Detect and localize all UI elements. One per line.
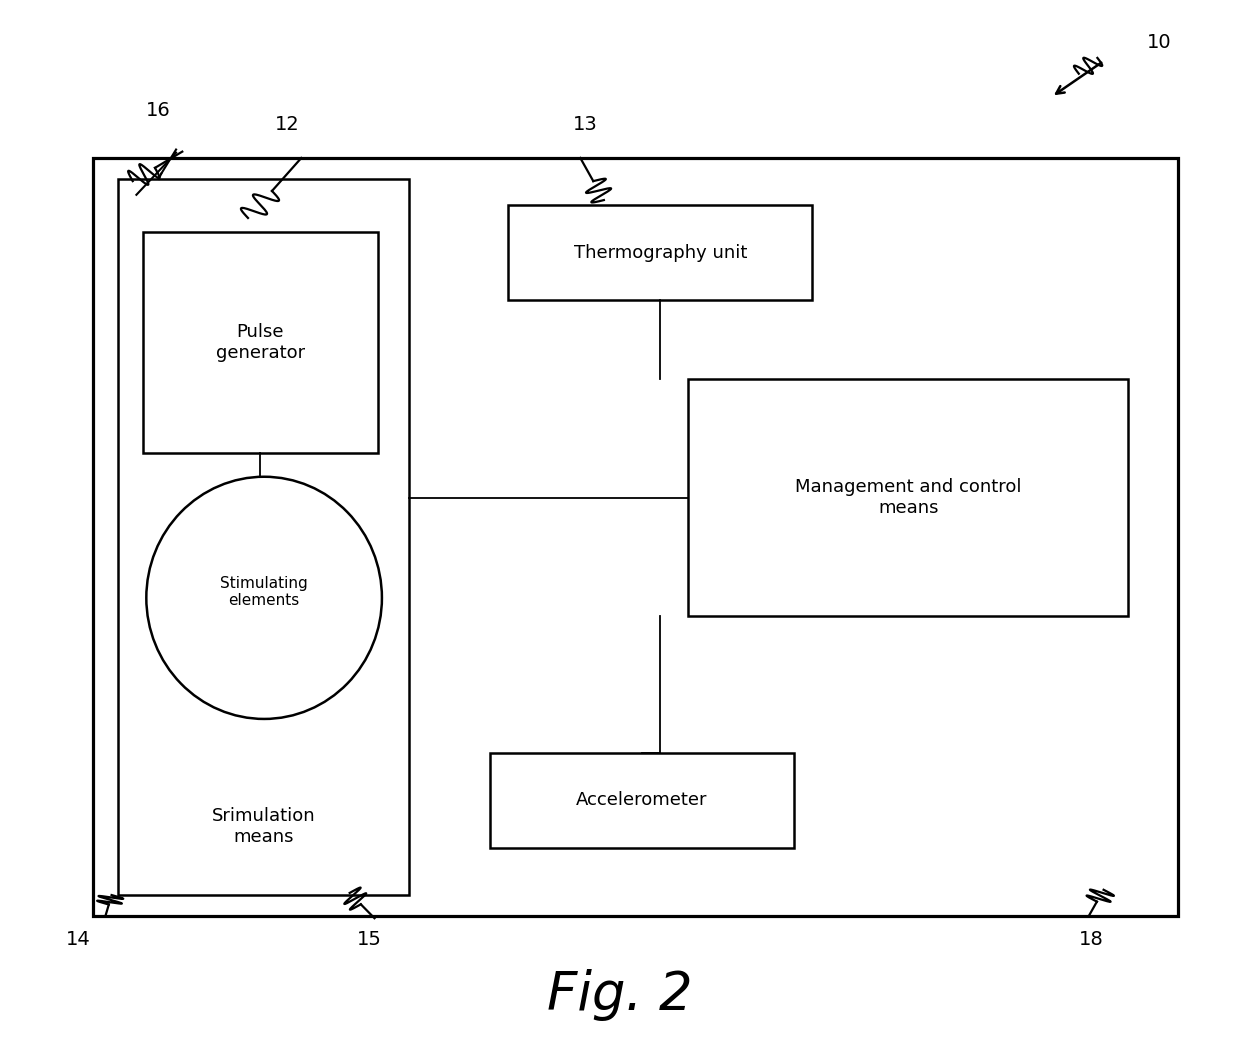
Text: 14: 14 — [66, 930, 91, 949]
Text: Thermography unit: Thermography unit — [574, 243, 746, 262]
Bar — [688, 379, 1128, 616]
Text: 16: 16 — [146, 101, 171, 120]
Text: Management and control
means: Management and control means — [795, 478, 1022, 517]
Text: 12: 12 — [275, 115, 300, 134]
Text: Srimulation
means: Srimulation means — [212, 808, 316, 846]
Text: Accelerometer: Accelerometer — [575, 791, 708, 810]
Text: 10: 10 — [1147, 33, 1172, 52]
Text: Stimulating
elements: Stimulating elements — [221, 576, 308, 608]
Bar — [93, 158, 1178, 916]
Bar — [143, 232, 378, 453]
Text: Fig. 2: Fig. 2 — [547, 969, 693, 1021]
Text: 18: 18 — [1079, 930, 1104, 949]
Text: Pulse
generator: Pulse generator — [216, 323, 305, 361]
Text: 15: 15 — [357, 930, 382, 949]
Text: 13: 13 — [573, 115, 598, 134]
Bar — [118, 179, 409, 895]
Ellipse shape — [146, 477, 382, 719]
Bar — [508, 205, 812, 300]
Bar — [490, 753, 794, 848]
